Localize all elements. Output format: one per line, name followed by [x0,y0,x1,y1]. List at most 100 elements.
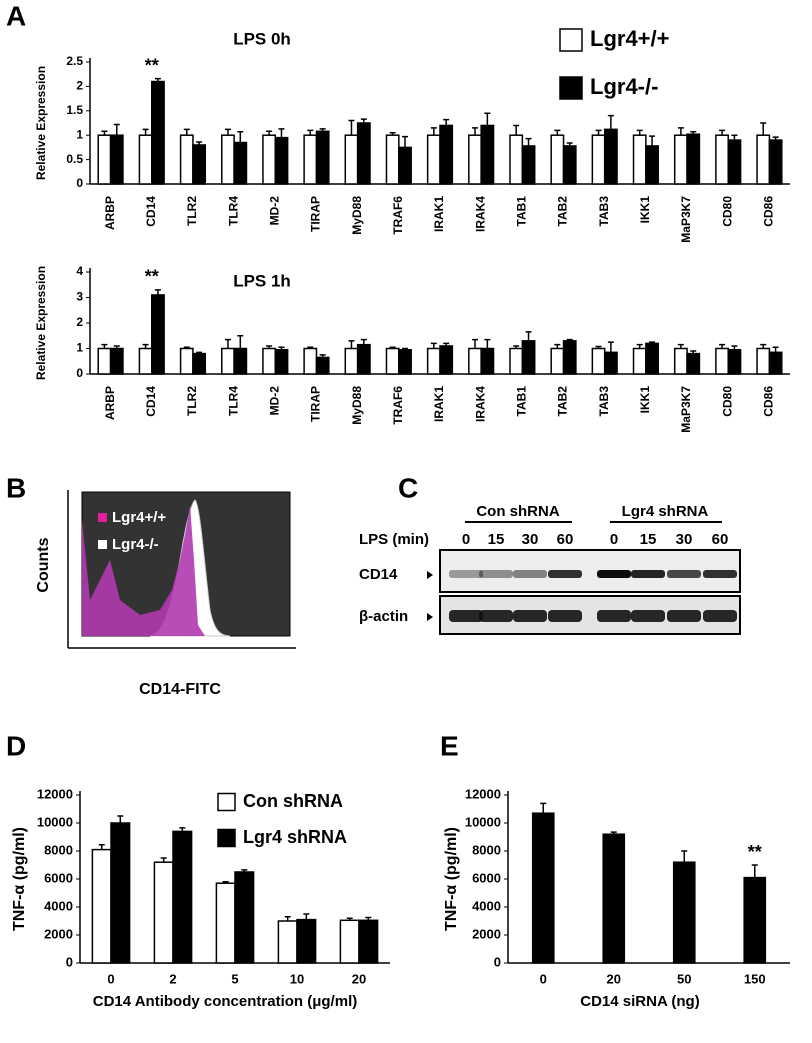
bar [768,351,783,375]
error-bar [237,131,244,143]
error-bar [183,128,190,136]
bar [398,349,412,375]
band [631,570,665,578]
bar [138,134,153,185]
x-tick-label: CD86 [762,196,776,227]
blot-bands [449,570,737,622]
annotation: ** [145,267,159,287]
error-bar [307,129,314,136]
x-tick-label: 5 [231,971,238,986]
error-bar [430,127,437,136]
x-tick-label: TAB2 [556,386,570,417]
y-tick-label: 12000 [465,786,501,801]
error-bar [160,857,167,863]
band [597,610,631,622]
group-label: Lgr4 shRNA [622,503,709,520]
panel-label: B [6,472,26,503]
bar [179,134,194,185]
error-bar [430,342,437,349]
axis-title: TNF-α (pg/ml) [443,827,460,931]
x-tick-label: CD14 [144,196,158,227]
error-bar [348,119,355,136]
y-tick-label: 2 [76,79,83,93]
x-tick-label: TAB1 [515,196,529,227]
bar [172,830,193,964]
bar [356,343,371,375]
error-bar [566,338,573,341]
x-tick-label: TAB3 [597,196,611,227]
error-bar [241,869,248,872]
axis-title: CD14 siRNA (ng) [580,993,699,1010]
x-tick-label: TRAF6 [391,196,405,235]
bar [153,861,174,964]
bar [562,145,577,185]
error-bar [443,118,450,126]
error-bar [224,338,231,349]
error-bar [346,917,353,921]
bar [398,146,412,185]
error-bar [677,343,684,349]
y-tick-label: 4000 [472,898,501,913]
bar [151,80,165,185]
x-tick-label: MyD88 [350,386,364,425]
x-tick-label: TIRAP [309,386,323,422]
bar [426,134,441,185]
error-bar [610,831,617,835]
y-tick-label: 0 [76,366,83,380]
bar [743,876,767,964]
legend-label: Lgr4-/- [590,74,658,99]
bar [277,920,298,964]
bar [358,919,379,964]
error-bar [484,338,491,349]
y-tick-label: 12000 [37,786,73,801]
band [548,570,582,578]
band [667,610,701,622]
error-bar [677,127,684,136]
bar [603,128,618,185]
error-bar [101,343,108,349]
group-label: Con shRNA [476,503,559,520]
arrow [427,613,433,621]
band [479,610,513,622]
bar [509,134,524,185]
x-tick-label: 150 [744,971,766,986]
lane-label: 60 [712,531,729,548]
blot-panel: Con shRNA Lgr4 shRNA LPS (min) CD14 β-ac… [359,503,741,635]
bar [97,347,112,375]
band [479,570,513,578]
annotation: ** [748,842,762,862]
error-bar [636,343,643,349]
error-bar [690,131,697,135]
error-bar [303,913,310,920]
x-tick-label: TLR4 [226,386,240,416]
error-bar [681,850,688,863]
y-tick-label: 6000 [472,870,501,885]
bar [727,139,742,185]
arrow [427,571,433,579]
bar [303,134,318,185]
x-tick-label: ARBP [103,386,117,420]
y-tick-label: 2.5 [66,54,83,68]
x-tick-label: 50 [677,971,691,986]
error-bar [484,112,491,126]
bar [603,351,618,375]
bar [632,347,647,375]
error-bar [117,815,124,823]
error-bar [731,134,738,141]
x-tick-label: CD14 [144,386,158,417]
x-tick-label: TLR4 [226,196,240,226]
error-bar [554,129,561,136]
error-bar [365,916,372,921]
bar [221,347,235,375]
bar [768,139,783,185]
y-tick-label: 1.5 [66,103,83,117]
bar [439,124,454,185]
error-bar [278,128,285,138]
bar [480,347,495,375]
bar [602,833,626,964]
error-bar [760,122,767,136]
error-bar [595,345,602,349]
axis-title: CD14 Antibody concentration (μg/ml) [93,993,357,1010]
error-bar [196,141,203,145]
error-bar [98,843,105,850]
